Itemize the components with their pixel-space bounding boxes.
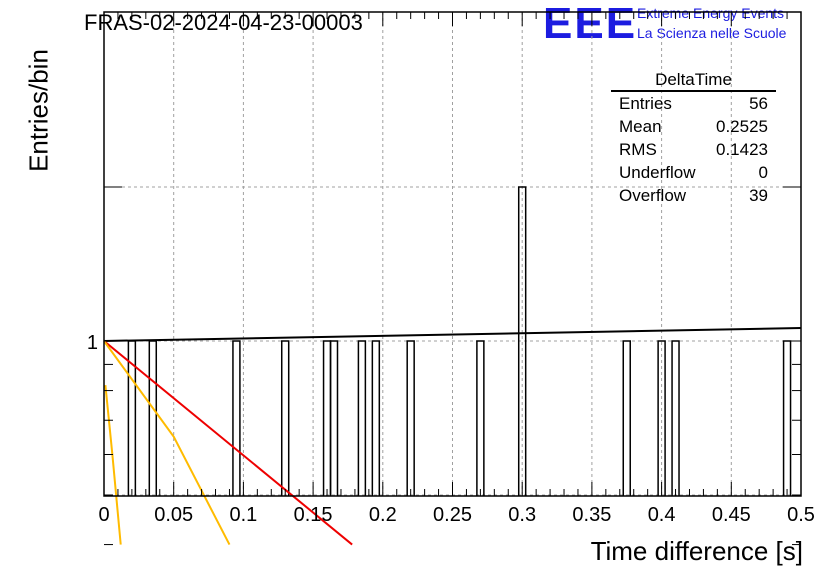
logo-line-2: La Scienza nelle Scuole [637,25,787,41]
stats-box: DeltaTime Entries 56 Mean 0.2525 RMS 0.1423… [611,70,776,207]
histogram-bin [476,340,485,496]
x-tick-label: 0 [98,504,109,526]
stats-row: RMS 0.1423 [611,138,776,161]
y-tick-label: 1 [87,332,98,354]
histogram-bin [322,340,332,496]
histogram-bin [371,340,381,496]
logo-line-1: Extreme Energy Events [637,5,785,21]
x-tick-label: 0.05 [154,504,193,526]
stats-row: Entries 56 [611,92,776,115]
y-axis-label: Entries/bin [23,49,54,172]
histogram-bin [148,340,158,496]
stats-name: DeltaTime [611,70,776,92]
stats-value: 0.1423 [716,140,768,159]
fit-curve [103,327,802,342]
stats-label: RMS [619,140,657,159]
fit-curve [103,340,353,546]
eee-logo: EEE [543,0,638,48]
stats-value: 39 [749,186,768,205]
stats-value: 0 [758,163,768,182]
x-tick-label: 0.4 [648,504,676,526]
x-tick-label: 0.45 [712,504,751,526]
histogram-bin [671,340,680,496]
histogram-bin [622,340,631,496]
x-tick-label: 0.5 [787,504,815,526]
histogram-bin [280,340,290,496]
histogram-bin [232,340,241,496]
histogram-bin [782,340,792,496]
histogram-bin [406,340,415,496]
stats-value: 56 [749,94,768,113]
x-tick-label: 0.35 [572,504,611,526]
stats-label: Mean [619,117,662,136]
x-axis-label: Time difference [s] [590,536,803,566]
stats-value: 0.2525 [716,117,768,136]
histogram-bin [657,340,666,496]
fit-curve [103,340,231,546]
stats-row: Mean 0.2525 [611,115,776,138]
x-tick-label: 0.2 [369,504,397,526]
plot-title: FRAS-02-2024-04-23-00003 [84,10,363,35]
histogram-bin [517,186,527,496]
histogram-bin [329,340,339,496]
x-tick-label: 0.3 [508,504,536,526]
stats-label: Entries [619,94,672,113]
histogram-bin [357,340,367,496]
x-tick-label: 0.25 [433,504,472,526]
x-tick-label: 0.15 [294,504,333,526]
stats-label: Overflow [619,186,687,205]
stats-label: Underflow [619,163,696,182]
stats-row: Overflow 39 [611,184,776,207]
stats-row: Underflow 0 [611,161,776,184]
x-tick-label: 0.1 [229,504,257,526]
